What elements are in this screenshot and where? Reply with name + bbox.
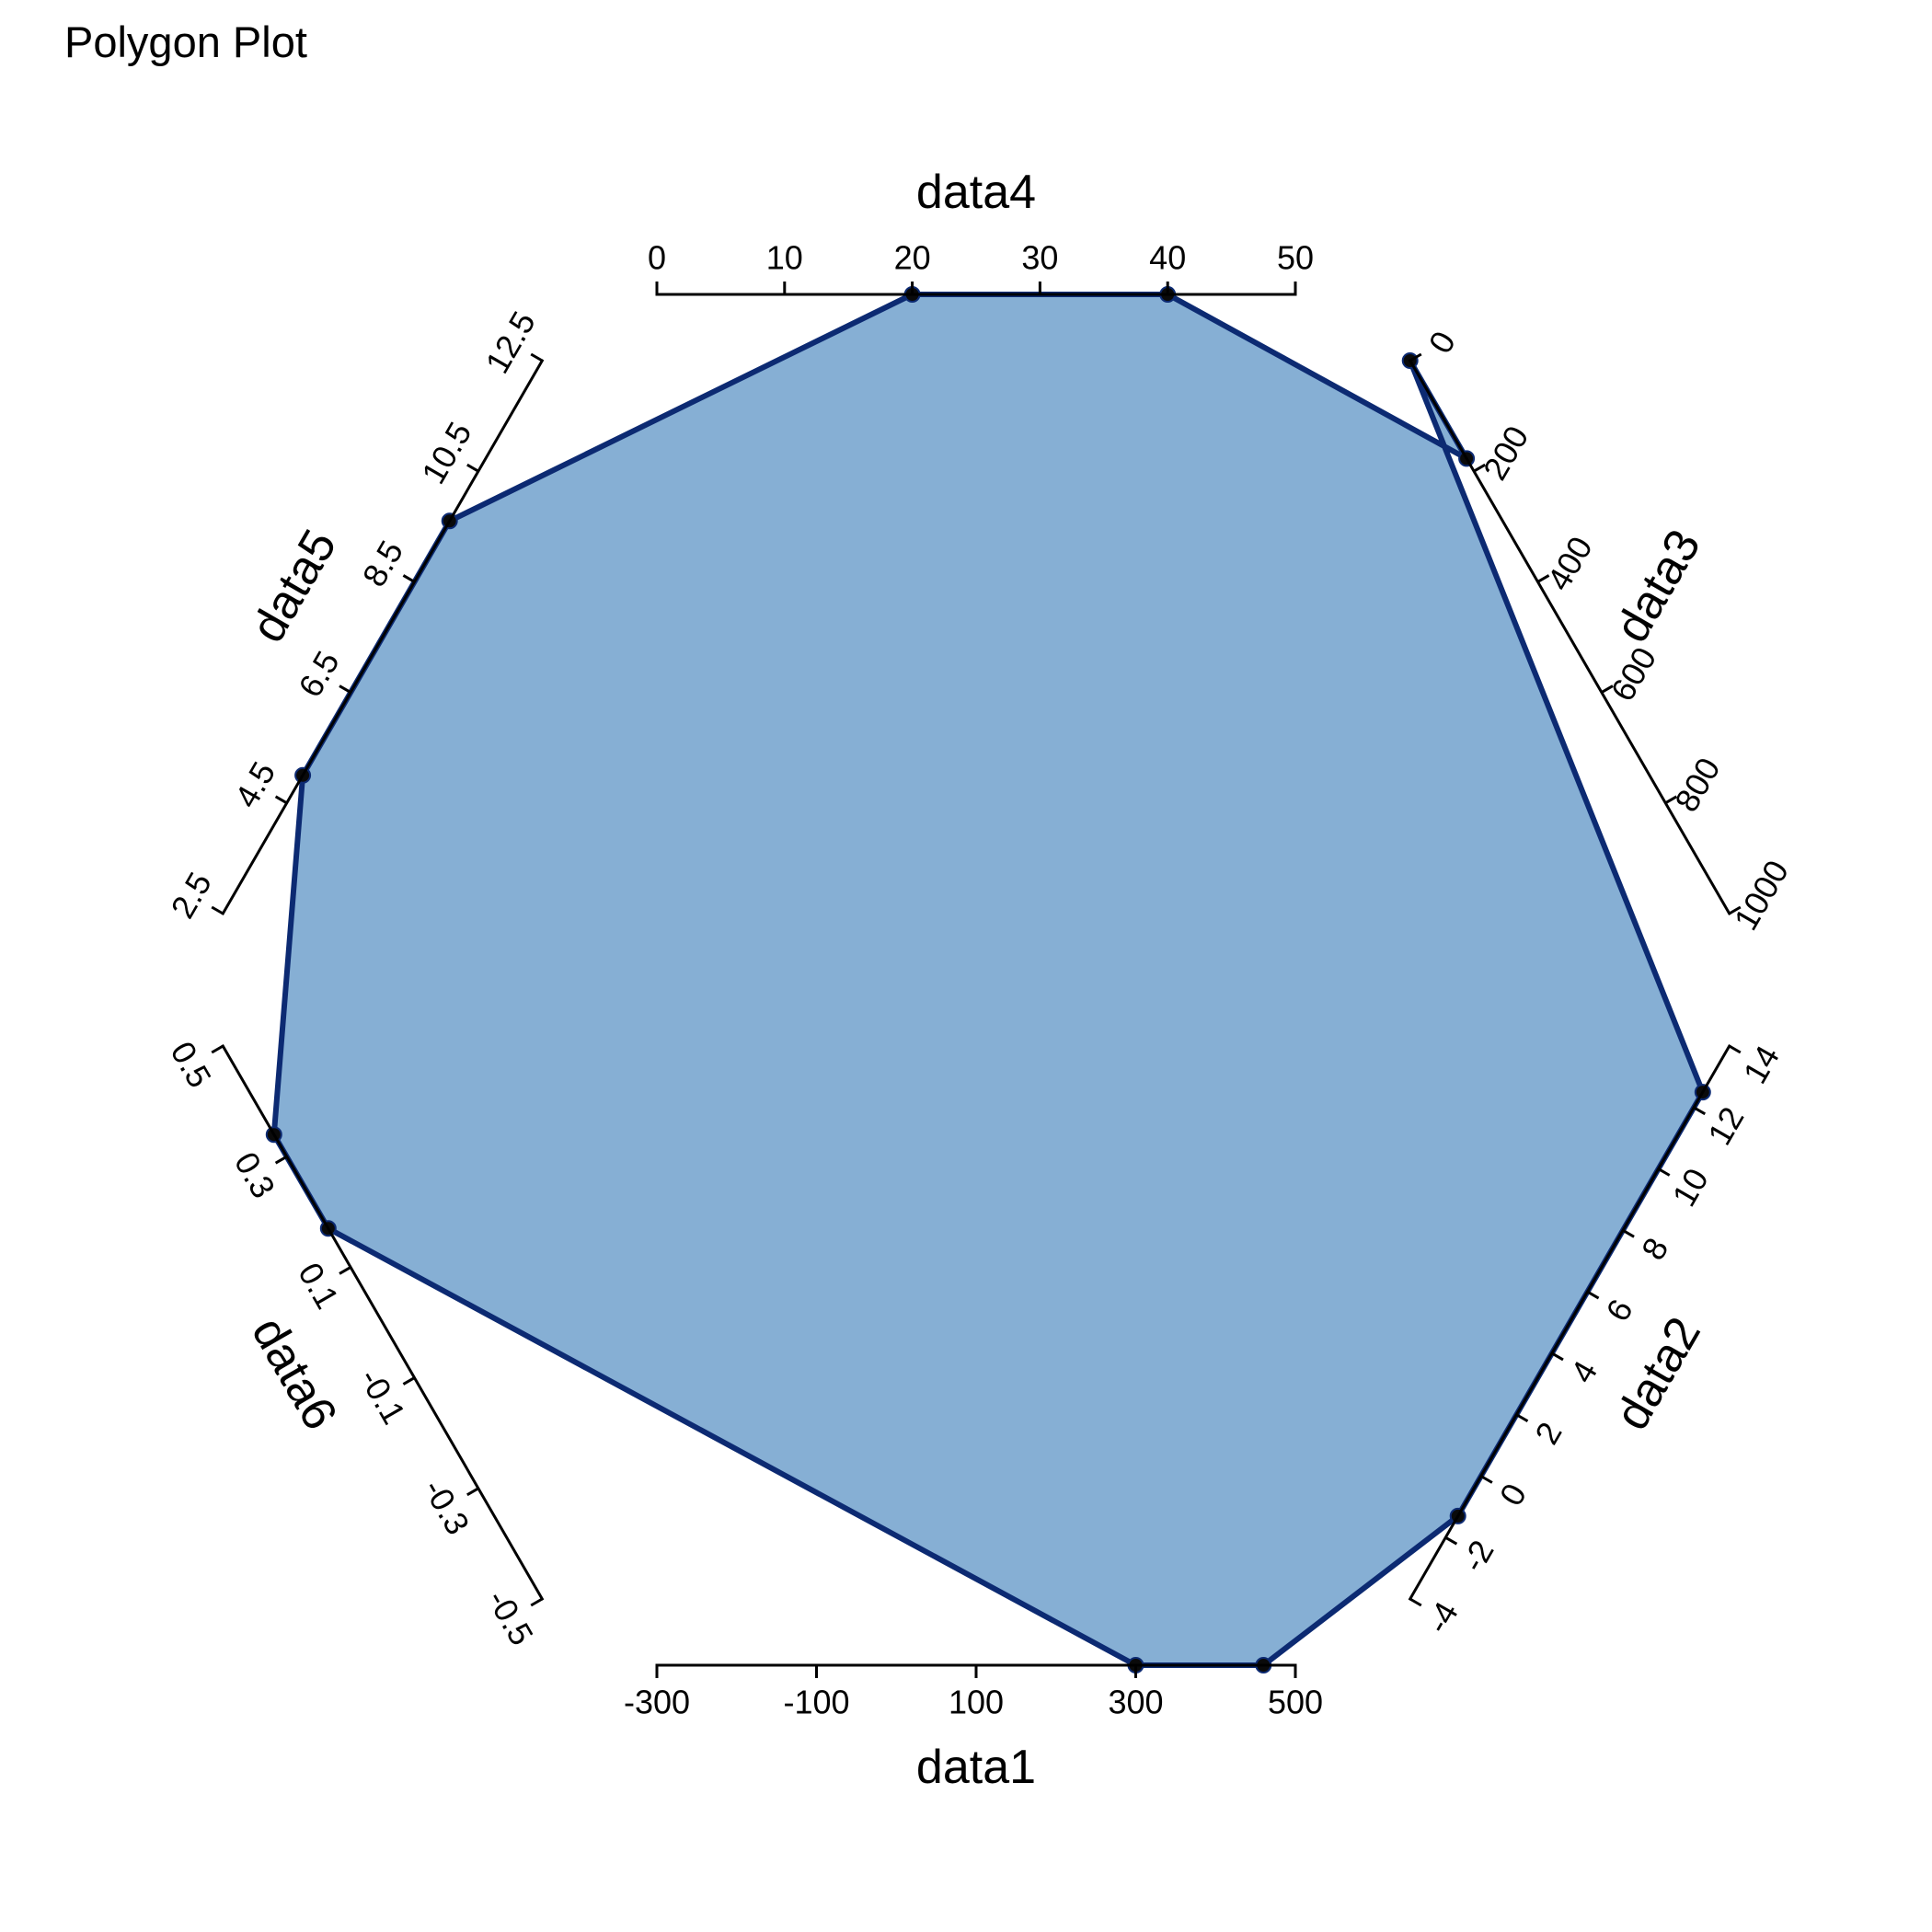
data5-tick-12p5 bbox=[530, 352, 544, 362]
data2-tick-label-m4: -4 bbox=[1419, 1595, 1466, 1639]
data5-tick-label-2p5: 2.5 bbox=[163, 866, 219, 925]
data2-tick-4 bbox=[1551, 1351, 1564, 1362]
data1-tick-label-500: 500 bbox=[1268, 1684, 1323, 1721]
data3-tick-label-200: 200 bbox=[1476, 420, 1536, 487]
data6-axis-title: data6 bbox=[241, 1308, 347, 1439]
data6-tick-label-0p1: 0.1 bbox=[291, 1256, 347, 1315]
data4-tick-label-10: 10 bbox=[766, 239, 803, 277]
data5-tick-label-8p5: 8.5 bbox=[355, 534, 411, 592]
data6-tick-m0p3 bbox=[466, 1487, 479, 1497]
data5-tick-2p5 bbox=[211, 905, 224, 915]
data6-tick-label-m0p5: -0.5 bbox=[479, 1583, 541, 1651]
data3-tick-label-800: 800 bbox=[1667, 752, 1728, 819]
data2-tick-8 bbox=[1622, 1229, 1635, 1238]
data4-tick-label-0: 0 bbox=[648, 239, 666, 277]
data2-tick-label-4: 4 bbox=[1563, 1354, 1605, 1389]
data6-axis-line bbox=[221, 1043, 545, 1602]
data1-tick-label-100: 100 bbox=[949, 1684, 1004, 1721]
data5-tick-6p5 bbox=[339, 684, 351, 694]
data5-tick-label-6p5: 6.5 bbox=[291, 645, 347, 704]
data6-tick-label-m0p1: -0.1 bbox=[352, 1362, 414, 1430]
data-polygon bbox=[270, 292, 1706, 1668]
data1-axis-title: data1 bbox=[916, 1741, 1036, 1794]
data4-tick-label-50: 50 bbox=[1277, 239, 1314, 277]
data3-tick-400 bbox=[1536, 574, 1550, 583]
data2-tick-0 bbox=[1480, 1475, 1493, 1484]
data2-tick-label-8: 8 bbox=[1634, 1231, 1676, 1266]
data3-tick-0 bbox=[1409, 352, 1422, 362]
chart-title: Polygon Plot bbox=[64, 17, 307, 66]
data2-tick-m4 bbox=[1409, 1597, 1422, 1607]
data5-tick-label-4p5: 4.5 bbox=[227, 755, 283, 814]
data2-tick-label-12: 12 bbox=[1700, 1100, 1752, 1151]
data2-tick-10 bbox=[1657, 1167, 1671, 1177]
data2-tick-label-0: 0 bbox=[1492, 1478, 1535, 1512]
data2-tick-label-10: 10 bbox=[1664, 1162, 1716, 1213]
data6-tick-m0p1 bbox=[402, 1376, 416, 1386]
data3-tick-600 bbox=[1601, 684, 1614, 694]
data6-tick-m0p5 bbox=[530, 1597, 544, 1607]
data3-tick-label-0: 0 bbox=[1421, 325, 1464, 360]
data6-tick-0p3 bbox=[274, 1155, 288, 1165]
data3-tick-200 bbox=[1473, 463, 1486, 473]
data2-axis-line bbox=[1408, 1043, 1731, 1602]
data4-tick-label-20: 20 bbox=[894, 239, 931, 277]
data2-tick-label-6: 6 bbox=[1598, 1293, 1640, 1328]
data3-tick-800 bbox=[1664, 795, 1678, 805]
data6-tick-0p1 bbox=[339, 1266, 351, 1275]
data4-tick-label-40: 40 bbox=[1149, 239, 1186, 277]
data3-tick-label-1000: 1000 bbox=[1727, 854, 1797, 937]
data6-tick-label-m0p3: -0.3 bbox=[416, 1473, 477, 1541]
data2-tick-14 bbox=[1728, 1044, 1742, 1054]
data5-tick-label-10p5: 10.5 bbox=[414, 416, 479, 490]
data2-tick-m2 bbox=[1444, 1535, 1458, 1546]
data5-tick-10p5 bbox=[466, 463, 479, 473]
data5-axis-title: data5 bbox=[241, 521, 347, 651]
data5-tick-8p5 bbox=[402, 574, 416, 583]
data3-axis-line bbox=[1408, 358, 1731, 916]
data2-tick-label-m2: -2 bbox=[1454, 1534, 1501, 1578]
data2-tick-label-14: 14 bbox=[1736, 1039, 1788, 1089]
data4-axis-title: data4 bbox=[916, 166, 1036, 219]
data1-tick-label-300: 300 bbox=[1108, 1684, 1163, 1721]
data3-tick-label-600: 600 bbox=[1604, 640, 1664, 707]
data1-tick-label-m100: -100 bbox=[783, 1684, 849, 1721]
data6-tick-label-0p3: 0.3 bbox=[227, 1145, 283, 1204]
data3-axis-title: data3 bbox=[1605, 521, 1711, 651]
data2-axis-title: data2 bbox=[1605, 1308, 1711, 1439]
data5-axis-line bbox=[221, 358, 545, 916]
data4-tick-label-30: 30 bbox=[1021, 239, 1058, 277]
data5-tick-4p5 bbox=[274, 795, 288, 805]
data2-tick-label-2: 2 bbox=[1527, 1416, 1570, 1451]
data3-tick-label-400: 400 bbox=[1539, 530, 1600, 597]
data2-tick-12 bbox=[1693, 1106, 1707, 1116]
data2-tick-6 bbox=[1586, 1290, 1600, 1300]
data6-tick-0p5 bbox=[211, 1044, 224, 1054]
data2-tick-2 bbox=[1515, 1413, 1529, 1422]
data3-tick-1000 bbox=[1728, 905, 1742, 915]
data1-tick-label-m300: -300 bbox=[624, 1684, 690, 1721]
data5-tick-label-12p5: 12.5 bbox=[477, 305, 543, 379]
data6-tick-label-0p5: 0.5 bbox=[163, 1035, 219, 1094]
